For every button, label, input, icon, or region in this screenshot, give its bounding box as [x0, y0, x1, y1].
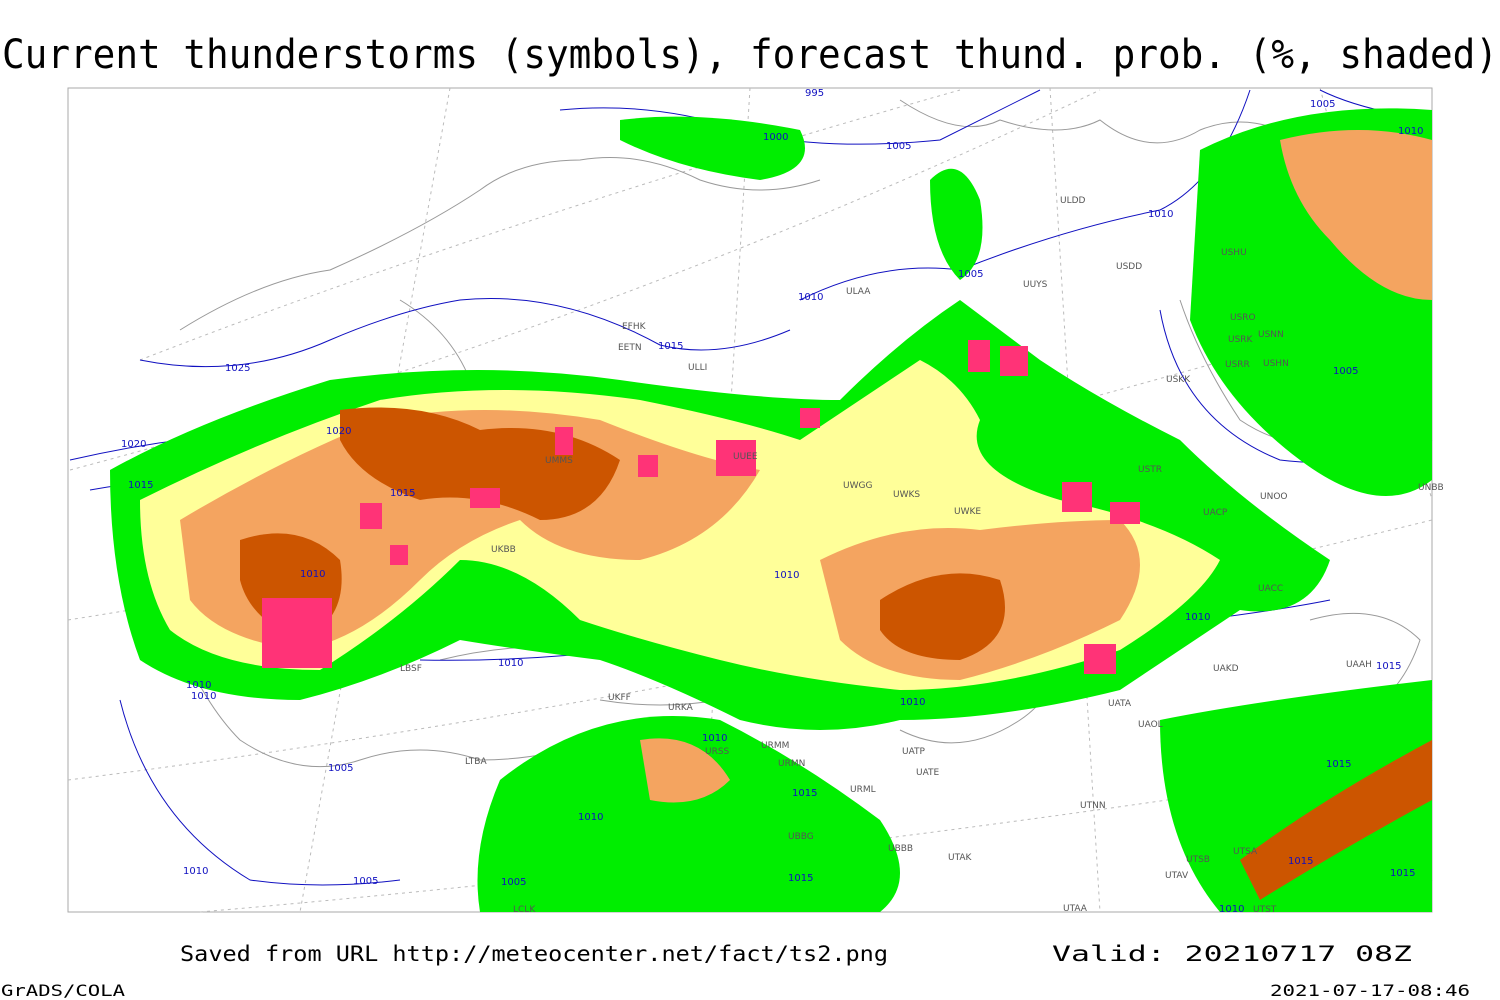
isobar-label: 1010	[1219, 904, 1244, 915]
isobar-label: 1010	[702, 733, 727, 744]
station-code: UWKS	[893, 490, 920, 500]
station-code: UBBG	[788, 832, 814, 842]
station-code: ULDD	[1060, 196, 1086, 206]
software-credit: GrADS/COLA	[1, 981, 125, 1000]
isobar-label: 1015	[792, 788, 817, 799]
station-code: UACC	[1258, 584, 1283, 594]
station-code: UUEE	[733, 452, 758, 462]
isobar-label: 1005	[1333, 366, 1358, 377]
station-code: URKA	[668, 703, 694, 713]
station-code: UTSA	[1233, 847, 1258, 857]
isobar-label: 1005	[353, 876, 378, 887]
station-code: UBBB	[888, 844, 913, 854]
station-code: UATP	[902, 747, 926, 757]
isobar-label: 1015	[128, 480, 153, 491]
isobar-label: 1005	[886, 141, 911, 152]
isobar-label: 1005	[958, 269, 983, 280]
isobar-label: 1005	[501, 877, 526, 888]
isobar-label: 1010	[774, 570, 799, 581]
station-code: LCLK	[513, 905, 536, 915]
timestamp: 2021-07-17-08:46	[1270, 981, 1470, 1000]
station-code: USNN	[1258, 330, 1284, 340]
isobar-label: 1010	[300, 569, 325, 580]
station-code: UATA	[1108, 699, 1132, 709]
isobar-label: 1005	[1310, 99, 1335, 110]
station-code: USDD	[1116, 262, 1142, 272]
isobar-label: 1010	[900, 697, 925, 708]
station-code: UKBB	[491, 545, 516, 555]
isobar-label: 1015	[788, 873, 813, 884]
station-code: UNOO	[1260, 492, 1288, 502]
isobar-label: 1010	[1398, 126, 1423, 137]
station-code: UTST	[1253, 905, 1277, 915]
station-code: UAAH	[1346, 660, 1372, 670]
isobar-label: 1010	[578, 812, 603, 823]
isobar-label: 1000	[763, 132, 788, 143]
station-code: URMN	[778, 759, 805, 769]
map-title: Current thunderstorms (symbols), forecas…	[2, 32, 1498, 78]
station-code: UATE	[916, 768, 940, 778]
station-code: UAKD	[1213, 664, 1239, 674]
isobar-label: 1015	[1376, 661, 1401, 672]
isobar-label: 1015	[658, 341, 683, 352]
isobar-label: 1010	[798, 292, 823, 303]
isobar-label: 1005	[328, 763, 353, 774]
isobar-label: 1010	[183, 866, 208, 877]
station-code: USHN	[1263, 359, 1289, 369]
station-code: URMM	[761, 741, 789, 751]
isobar-label: 1010	[498, 658, 523, 669]
station-code: UTNN	[1080, 801, 1106, 811]
station-code: UAOL	[1138, 720, 1163, 730]
station-code: UWGG	[843, 481, 872, 491]
isobar-label: 1025	[225, 363, 250, 374]
station-code: URML	[850, 785, 876, 795]
isobar-label: 1010	[1185, 612, 1210, 623]
isobar-label: 1020	[121, 439, 146, 450]
station-code: UACP	[1203, 508, 1228, 518]
station-code: UKFF	[608, 693, 631, 703]
isobar-label: 1015	[1390, 868, 1415, 879]
station-code: URSS	[705, 747, 730, 757]
station-code: USKK	[1166, 375, 1191, 385]
station-code: ULAA	[846, 287, 871, 297]
station-code: LTBA	[465, 757, 487, 767]
station-code: UNBB	[1418, 483, 1444, 493]
isobar-label: 1010	[191, 691, 216, 702]
station-code: UWKE	[954, 507, 981, 517]
isobar-label: 1020	[326, 426, 351, 437]
station-code: UTSB	[1186, 855, 1210, 865]
station-code: UTAV	[1165, 871, 1189, 881]
isobar-label: 1015	[390, 488, 415, 499]
thunderstorm-symbols	[262, 340, 1140, 674]
probability-shading	[110, 108, 1432, 912]
station-code: UTAA	[1063, 904, 1088, 914]
isobar-label: 1010	[186, 680, 211, 691]
isobar-label: 1015	[1326, 759, 1351, 770]
source-url: Saved from URL http://meteocenter.net/fa…	[180, 942, 888, 966]
station-code: ULLI	[688, 363, 707, 373]
station-code: LBSF	[400, 664, 422, 674]
station-code: EFHK	[622, 322, 647, 332]
station-code: USRR	[1225, 360, 1250, 370]
isobar-label: 1010	[1148, 209, 1173, 220]
station-code: EETN	[618, 343, 642, 353]
isobar-label: 995	[805, 88, 824, 99]
station-code: USRO	[1230, 313, 1256, 323]
station-code: USTR	[1138, 465, 1162, 475]
station-code: USRK	[1228, 335, 1254, 345]
valid-time: Valid: 20210717 08Z	[1052, 942, 1412, 966]
isobar-label: 1015	[1288, 856, 1313, 867]
station-code: UMMS	[545, 456, 573, 466]
station-code: UTAK	[948, 853, 973, 863]
map-labels: 9951000100510051010101010101005101510251…	[121, 88, 1444, 915]
station-code: UUYS	[1023, 280, 1048, 290]
station-code: USHU	[1221, 248, 1247, 258]
